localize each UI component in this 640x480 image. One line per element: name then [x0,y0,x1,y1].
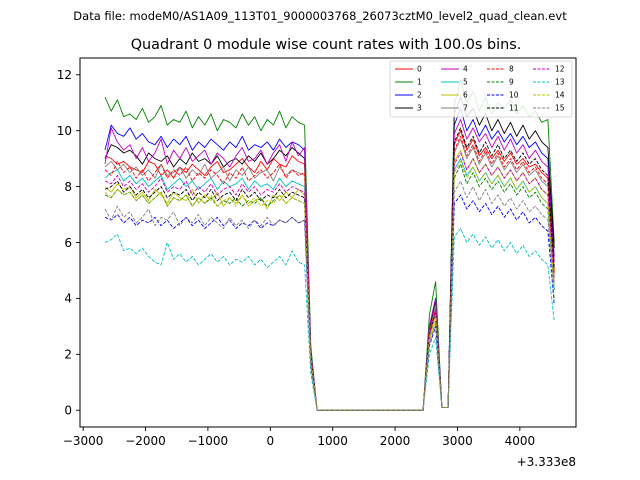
y-tick-label: 6 [64,236,72,250]
y-tick-label: 12 [57,68,72,82]
x-tick-label: 0 [266,434,274,448]
legend-label-5: 5 [463,78,468,87]
y-axis: 0 2 4 6 8 10 12 [57,68,80,418]
series-line-3 [104,96,555,411]
series-line-4 [104,119,555,411]
legend-label-6: 6 [463,91,468,100]
x-tick-label: −3000 [63,434,104,448]
series-line-6 [104,149,555,411]
legend-label-7: 7 [463,104,468,113]
legend-label-8: 8 [509,65,514,74]
legend-label-11: 11 [509,104,519,113]
series-line-8 [104,135,555,411]
series-line-5 [104,158,555,411]
series-line-1 [104,79,555,411]
legend-label-10: 10 [509,91,519,100]
series-line-11 [104,127,555,411]
series-line-15 [104,180,555,411]
y-tick-label: 2 [64,348,72,362]
series-line-14 [104,160,555,411]
series-line-13 [104,228,555,411]
legend-label-9: 9 [509,78,514,87]
x-offset-label: +3.333e8 [517,455,576,469]
y-tick-label: 8 [64,180,72,194]
legend-box [389,60,573,118]
series-line-9 [104,163,555,411]
series-line-0 [104,130,555,411]
chart-suptitle: Data file: modeM0/AS1A09_113T01_90000037… [73,9,567,23]
x-tick-label: 4000 [505,434,536,448]
legend-label-0: 0 [417,65,422,74]
legend-label-2: 2 [417,91,422,100]
x-axis: −3000 −2000 −1000 0 1000 2000 3000 4000 [63,427,535,448]
legend-label-4: 4 [463,65,468,74]
legend-label-12: 12 [555,65,565,74]
series-line-7 [104,138,555,411]
legend-label-1: 1 [417,78,422,87]
x-tick-label: −2000 [125,434,166,448]
x-tick-label: 1000 [317,434,348,448]
y-tick-label: 10 [57,124,72,138]
chart-title: Quadrant 0 module wise count rates with … [131,37,522,53]
x-tick-label: −1000 [188,434,229,448]
legend-label-3: 3 [417,104,422,113]
legend-label-13: 13 [555,78,565,87]
series-layer [104,79,555,411]
series-line-10 [104,194,555,411]
y-tick-label: 0 [64,404,72,418]
x-tick-label: 2000 [380,434,411,448]
legend-label-14: 14 [555,91,565,100]
legend-label-15: 15 [555,104,565,113]
y-tick-label: 4 [64,292,72,306]
series-line-12 [104,152,555,411]
x-tick-label: 3000 [442,434,473,448]
